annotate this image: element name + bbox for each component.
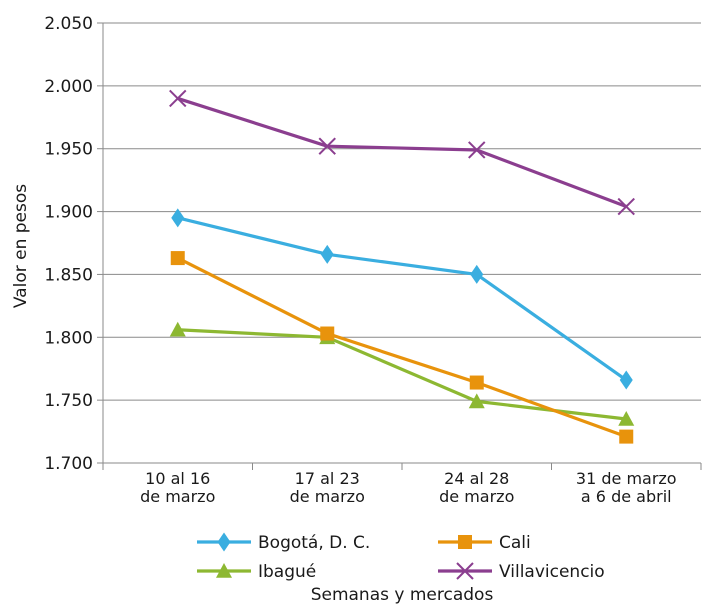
legend-marker-bogot-d-c xyxy=(217,532,231,552)
data-point-bogot-d-c xyxy=(171,208,185,228)
data-point-villavicencio xyxy=(169,89,187,108)
y-tick-label: 1.700 xyxy=(44,454,93,474)
axes xyxy=(97,22,702,470)
data-point-bogot-d-c xyxy=(619,370,633,390)
legend-marker-cali xyxy=(458,535,472,549)
x-marker-stroke xyxy=(468,141,486,159)
data-point-villavicencio xyxy=(468,141,486,159)
grid-lines xyxy=(103,22,701,464)
x-marker-stroke xyxy=(318,137,336,155)
series-markers xyxy=(169,89,635,444)
y-tick-label: 2.050 xyxy=(44,14,93,34)
x-marker-stroke xyxy=(169,89,187,108)
legend-marker-ibagu xyxy=(216,563,232,578)
y-tick-label: 1.950 xyxy=(44,140,93,160)
data-point-bogot-d-c xyxy=(470,264,484,284)
legend-label-ibagu: Ibagué xyxy=(258,562,316,582)
x-category-label: de marzo xyxy=(290,487,365,506)
x-axis-title: Semanas y mercados xyxy=(311,585,494,605)
legend-marker-villavicencio xyxy=(456,562,474,580)
data-point-ibagu xyxy=(169,321,186,337)
data-point-cali xyxy=(619,429,634,444)
y-axis-title: Valor en pesos xyxy=(11,184,31,308)
data-point-villavicencio xyxy=(318,137,336,155)
y-tick-label: 1.850 xyxy=(44,265,93,285)
y-tick-label: 1.800 xyxy=(44,328,93,348)
series-line-ibagu xyxy=(177,328,627,421)
x-category-label: 24 al 28 xyxy=(444,469,509,488)
data-point-villavicencio xyxy=(617,197,635,216)
data-point-cali xyxy=(320,326,335,341)
series-line-villavicencio xyxy=(177,96,627,209)
x-category-label: a 6 de abril xyxy=(581,487,672,506)
series-line-cali xyxy=(177,256,627,439)
series-lines xyxy=(177,96,628,439)
x-marker-stroke xyxy=(617,197,635,216)
legend-label-villavicencio: Villavicencio xyxy=(499,562,605,582)
legend-label-cali: Cali xyxy=(499,533,531,553)
data-point-ibagu xyxy=(618,411,635,426)
y-tick-labels: 1.700 1.750 1.800 1.850 1.900 1.950 2.000 2.050 xyxy=(44,14,93,474)
data-point-ibagu xyxy=(468,393,485,409)
x-category-label: 17 al 23 xyxy=(295,469,360,488)
y-tick-label: 1.900 xyxy=(44,203,93,223)
x-category-label: de marzo xyxy=(140,487,215,506)
data-point-bogot-d-c xyxy=(320,244,334,264)
data-point-cali xyxy=(469,375,484,390)
y-tick-label: 1.750 xyxy=(44,391,93,411)
x-category-label: 31 de marzo xyxy=(576,469,677,488)
x-category-label: de marzo xyxy=(439,487,514,506)
x-category-label: 10 al 16 xyxy=(145,469,210,488)
y-tick-label: 2.000 xyxy=(44,77,93,97)
legend-label-bogot-d-c: Bogotá, D. C. xyxy=(258,533,370,553)
data-point-cali xyxy=(170,251,185,266)
legend: Bogotá, D. C. Cali Ibagué Villavicencio xyxy=(197,532,605,582)
series-line-bogot-d-c xyxy=(177,216,628,382)
x-marker-stroke xyxy=(456,562,474,580)
